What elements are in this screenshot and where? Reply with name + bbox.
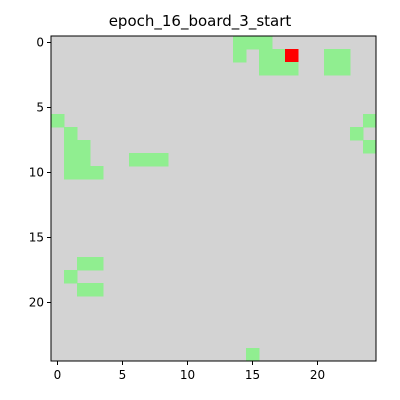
x-tick-label-5: 5 [119, 368, 127, 382]
heatmap-cell-r8-c24 [363, 140, 377, 154]
heatmap-cell-r24-c15 [246, 348, 260, 362]
heatmap-cell-r1-c18 [285, 49, 299, 63]
chart-title: epoch_16_board_3_start [108, 12, 292, 30]
x-tick-label-15: 15 [245, 368, 260, 382]
x-axis: 0 5 10 15 20 [54, 361, 325, 382]
y-tick-label-20: 20 [29, 296, 44, 310]
heatmap-cell-r0-c14 [233, 36, 247, 50]
y-tick-label-0: 0 [36, 36, 44, 50]
heatmap-cell-r10-c2 [77, 166, 91, 180]
heatmap-cell-r7-c1 [64, 127, 78, 141]
heatmap-cell-r9-c7 [142, 153, 156, 167]
plot-area [50, 35, 377, 362]
heatmap-cell-r8-c1 [64, 140, 78, 154]
heatmap-cell-r9-c2 [77, 153, 91, 167]
axes-frame [50, 35, 377, 362]
heatmap-cell-r19-c2 [77, 283, 91, 297]
heatmap-cell-r1-c22 [337, 49, 351, 63]
heatmap-cell-r2-c18 [285, 62, 299, 76]
x-tick-label-10: 10 [180, 368, 195, 382]
heatmap-cell-r0-c15 [246, 36, 260, 50]
heatmap-cell-r19-c3 [90, 283, 104, 297]
heatmap-cell-r17-c2 [77, 257, 91, 271]
y-tick-label-10: 10 [29, 166, 44, 180]
y-axis: 0 5 10 15 20 [29, 36, 51, 310]
x-tick-label-20: 20 [310, 368, 325, 382]
heatmap-cell-r2-c22 [337, 62, 351, 76]
heatmap-cell-r2-c17 [272, 62, 286, 76]
heatmap-cell-r9-c6 [129, 153, 143, 167]
x-tick-label-0: 0 [54, 368, 62, 382]
heatmap-cell-r6-c0 [51, 114, 65, 128]
heatmap-cell-r10-c3 [90, 166, 104, 180]
y-tick-label-15: 15 [29, 231, 44, 245]
heatmap-cell-r2-c16 [259, 62, 273, 76]
heatmap-cell-r0-c16 [259, 36, 273, 50]
heatmap-cell-r18-c1 [64, 270, 78, 284]
heatmap-background [51, 36, 376, 361]
heatmap-cell-r9-c8 [155, 153, 169, 167]
heatmap-cell-r2-c21 [324, 62, 338, 76]
heatmap-cell-r1-c17 [272, 49, 286, 63]
heatmap-cell-r6-c24 [363, 114, 377, 128]
heatmap-cell-r17-c3 [90, 257, 104, 271]
heatmap-cell-r1-c21 [324, 49, 338, 63]
heatmap-cell-r8-c2 [77, 140, 91, 154]
heatmap-cell-r7-c23 [350, 127, 364, 141]
heatmap-cell-r1-c14 [233, 49, 247, 63]
heatmap-cell-r10-c1 [64, 166, 78, 180]
heatmap-cell-r1-c16 [259, 49, 273, 63]
heatmap-cell-r9-c1 [64, 153, 78, 167]
y-tick-label-5: 5 [36, 101, 44, 115]
